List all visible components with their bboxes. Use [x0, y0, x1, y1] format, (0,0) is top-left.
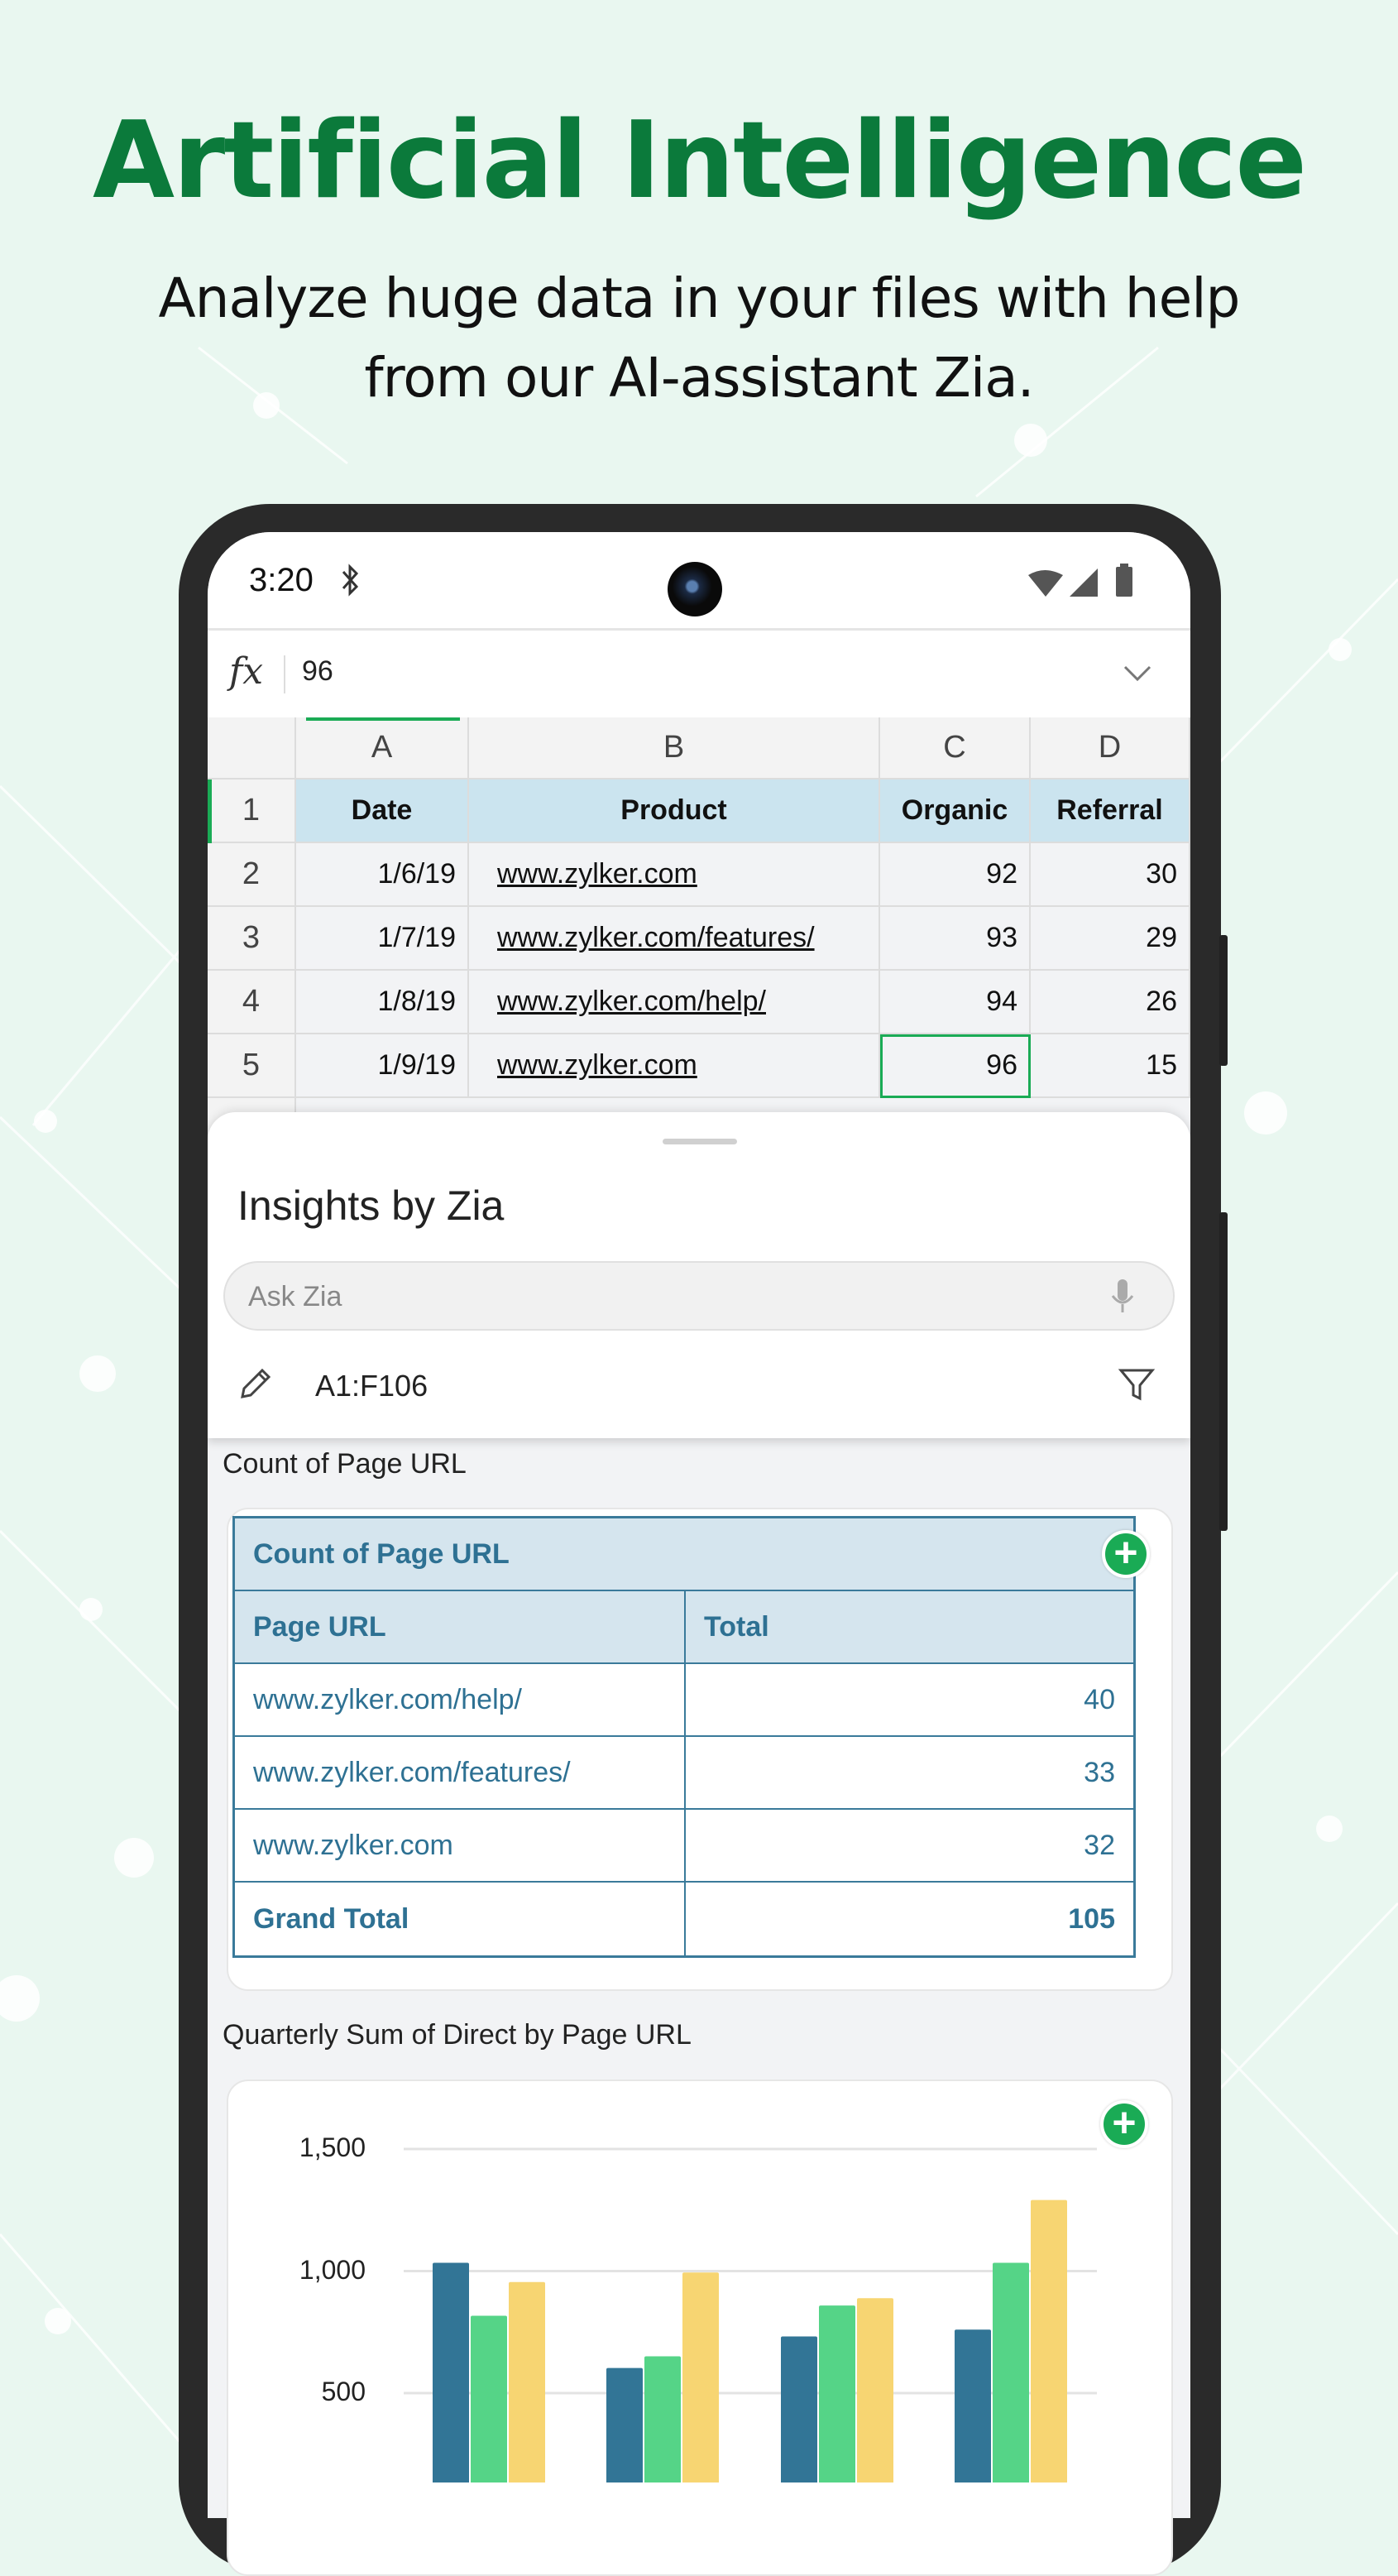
cell[interactable]: 94: [880, 971, 1031, 1034]
pivot-grand-total-row: Grand Total 105: [235, 1883, 1133, 1955]
cell[interactable]: Product: [469, 780, 880, 843]
bar-series3-group3[interactable]: [857, 2298, 893, 2482]
pivot-cell: Grand Total: [235, 1883, 686, 1955]
cell[interactable]: 26: [1031, 971, 1190, 1034]
cell[interactable]: www.zylker.com: [469, 843, 880, 907]
cell[interactable]: 1/9/19: [296, 1034, 469, 1098]
camera-icon: [668, 562, 722, 616]
row-header[interactable]: 1: [208, 780, 296, 843]
y-tick-label: 1,500: [299, 2132, 366, 2162]
filter-icon[interactable]: [1118, 1365, 1156, 1403]
column-header-B[interactable]: B: [469, 717, 880, 780]
y-tick-label: 500: [321, 2377, 366, 2406]
select-all-corner[interactable]: [208, 717, 296, 780]
bar-series1-group3[interactable]: [781, 2336, 817, 2482]
cell[interactable]: 92: [880, 843, 1031, 907]
column-header-D[interactable]: D: [1031, 717, 1190, 780]
cell[interactable]: 93: [880, 907, 1031, 971]
row-header[interactable]: 4: [208, 971, 296, 1034]
cell[interactable]: 1/6/19: [296, 843, 469, 907]
pivot-cell: www.zylker.com/help/: [235, 1664, 686, 1735]
cell[interactable]: Organic: [880, 780, 1031, 843]
power-button: [1219, 1212, 1228, 1531]
ask-zia-placeholder: Ask Zia: [248, 1281, 342, 1312]
pivot-header: Total: [686, 1591, 1133, 1662]
data-range[interactable]: A1:F106: [315, 1369, 428, 1403]
volume-button: [1219, 935, 1228, 1066]
cell[interactable]: Date: [296, 780, 469, 843]
row-header[interactable]: 5: [208, 1034, 296, 1098]
bluetooth-icon: [342, 564, 359, 597]
bar-series1-group2[interactable]: [606, 2367, 643, 2482]
cell[interactable]: Referral: [1031, 780, 1190, 843]
pivot-cell: 40: [1084, 1683, 1115, 1715]
bar-series3-group2[interactable]: [682, 2272, 719, 2482]
bar-series2-group1[interactable]: [471, 2315, 507, 2482]
hero-title: Artificial Intelligence: [93, 99, 1307, 223]
pivot-cell: www.zylker.com/features/: [235, 1737, 686, 1808]
cell[interactable]: 15: [1031, 1034, 1190, 1098]
row-header[interactable]: 2: [208, 843, 296, 907]
background-decoration: [0, 346, 1398, 2482]
pivot-table-title: Count of Page URL: [235, 1518, 1133, 1590]
status-time: 3:20: [249, 562, 314, 598]
cell[interactable]: 29: [1031, 907, 1190, 971]
pivot-row: www.zylker.com 32: [235, 1810, 1133, 1883]
y-tick-label: 1,000: [299, 2254, 366, 2285]
cell[interactable]: www.zylker.com/help/: [469, 971, 880, 1034]
pivot-row: www.zylker.com/help/40: [235, 1664, 1133, 1737]
column-header-C[interactable]: C: [880, 717, 1031, 780]
add-chart-button[interactable]: +: [1100, 2100, 1148, 2148]
fx-icon: fx: [229, 650, 264, 693]
bar-series2-group2[interactable]: [644, 2356, 681, 2482]
bar-chart: [404, 2147, 1097, 2482]
bar-series3-group1[interactable]: [509, 2281, 545, 2482]
pivot-header: Page URL: [235, 1591, 686, 1662]
row-header[interactable]: 3: [208, 907, 296, 971]
hero-subtitle-line1: Analyze huge data in your files with hel…: [158, 266, 1241, 330]
pivot-cell: 105: [1068, 1902, 1115, 1935]
wifi-icon: [1028, 570, 1063, 597]
pivot-row: www.zylker.com/features/33: [235, 1737, 1133, 1810]
cell[interactable]: 1/8/19: [296, 971, 469, 1034]
pivot-cell: www.zylker.com: [235, 1810, 686, 1881]
cell[interactable]: www.zylker.com: [469, 1034, 880, 1098]
active-column-indicator: [306, 717, 460, 721]
drag-handle[interactable]: [663, 1139, 737, 1144]
battery-icon: [1116, 564, 1132, 597]
bar-series1-group1[interactable]: [433, 2262, 469, 2482]
bar-series2-group4[interactable]: [993, 2262, 1029, 2482]
cell[interactable]: www.zylker.com/features/: [469, 907, 880, 971]
chevron-down-icon[interactable]: [1123, 664, 1152, 684]
add-pivot-button[interactable]: +: [1102, 1530, 1150, 1578]
active-row-indicator: [208, 780, 212, 843]
hero-subtitle-line2: from our AI-assistant Zia.: [364, 346, 1034, 410]
ask-zia-input[interactable]: Ask Zia: [223, 1261, 1175, 1331]
bar-series1-group4[interactable]: [955, 2329, 991, 2482]
cell[interactable]: 30: [1031, 843, 1190, 907]
signal-icon: [1070, 568, 1098, 597]
cell[interactable]: 96: [880, 1034, 1031, 1098]
pivot-table: Count of Page URL Page URL Total www.zylk…: [232, 1516, 1136, 1958]
chart-section-label: Quarterly Sum of Direct by Page URL: [223, 2019, 692, 2051]
bar-series2-group3[interactable]: [819, 2305, 855, 2482]
pivot-cell: 33: [1084, 1756, 1115, 1788]
pivot-section-label: Count of Page URL: [223, 1448, 467, 1480]
insights-panel: Insights by Zia Ask Zia A1:F106: [208, 1112, 1190, 1438]
status-bar: 3:20: [208, 532, 1190, 631]
column-header-A[interactable]: A: [296, 717, 469, 780]
bar-series3-group4[interactable]: [1031, 2199, 1067, 2482]
pencil-icon[interactable]: [237, 1365, 274, 1402]
pivot-cell: 32: [1084, 1829, 1115, 1861]
cell[interactable]: 1/7/19: [296, 907, 469, 971]
microphone-icon[interactable]: [1110, 1278, 1135, 1316]
formula-input[interactable]: 96: [302, 655, 333, 687]
formula-bar[interactable]: fx 96: [208, 631, 1190, 717]
insights-title: Insights by Zia: [237, 1182, 505, 1229]
divider: [284, 655, 285, 693]
